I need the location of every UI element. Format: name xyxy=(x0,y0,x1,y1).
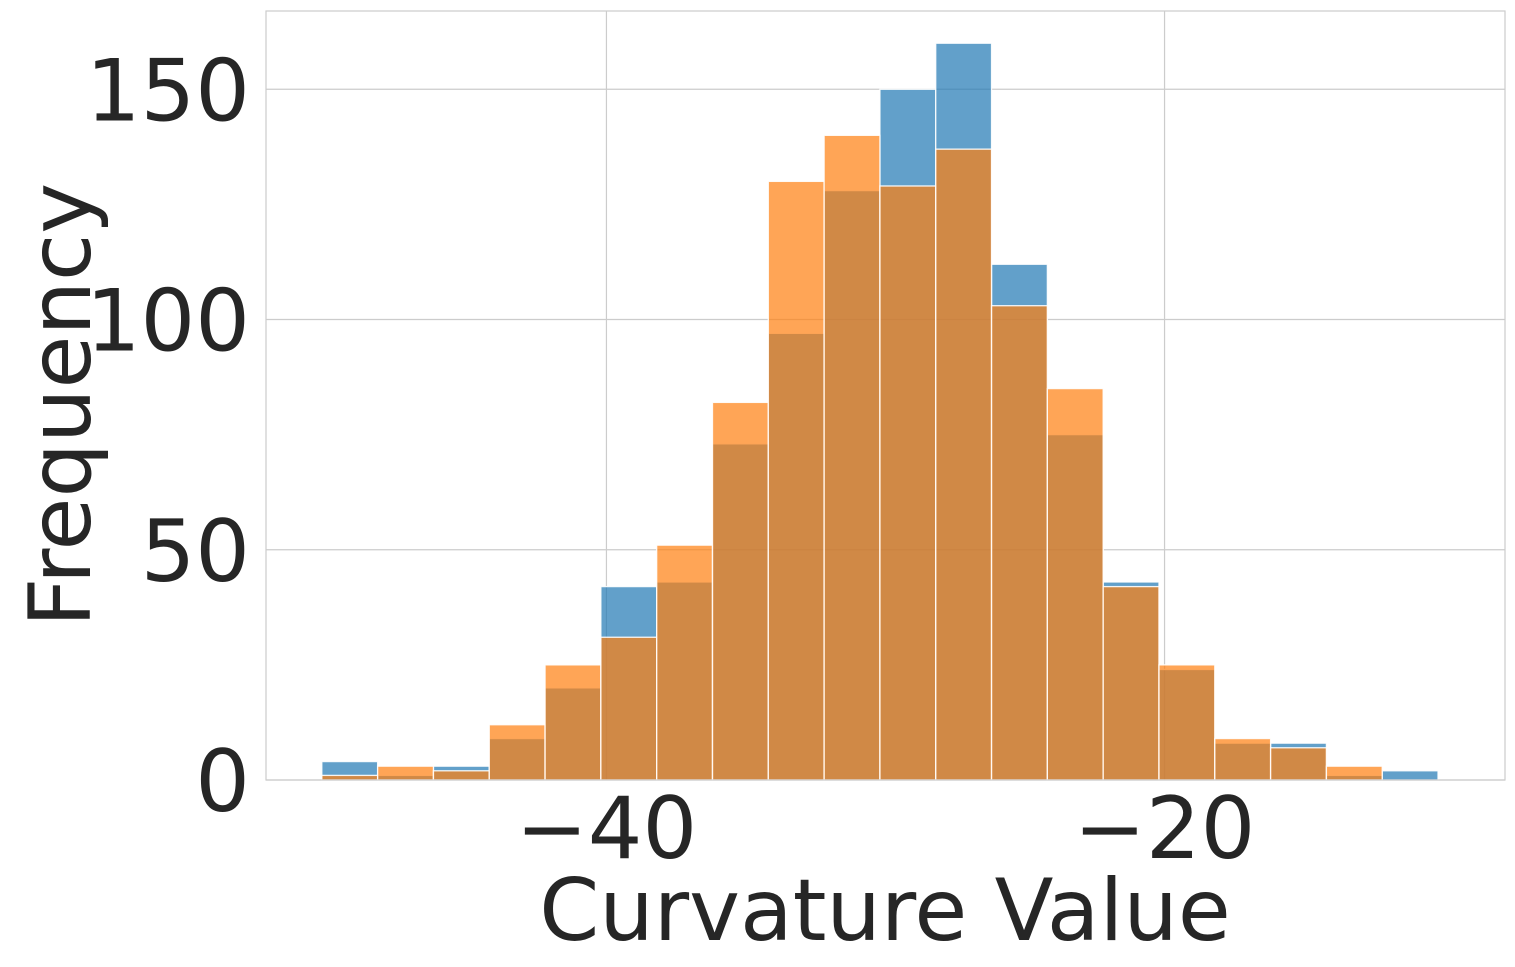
bar xyxy=(767,180,825,781)
bar xyxy=(376,765,435,781)
bar xyxy=(600,636,658,781)
bar xyxy=(1381,770,1439,781)
bar xyxy=(935,148,993,781)
bar xyxy=(1325,765,1383,781)
x-tick-label: −20 xyxy=(1074,779,1256,879)
y-axis-label: Frequency xyxy=(11,183,111,627)
bar xyxy=(990,305,1049,781)
bars xyxy=(321,42,1439,781)
bar xyxy=(1158,664,1216,781)
bar xyxy=(656,544,714,781)
x-axis-label: Curvature Value xyxy=(539,861,1231,961)
y-tick-labels: 0 50 100 150 xyxy=(86,41,250,832)
y-tick-label: 50 xyxy=(141,502,250,602)
y-tick-label: 0 xyxy=(195,732,250,832)
bar xyxy=(823,134,881,781)
bar xyxy=(1046,387,1104,781)
bar xyxy=(321,774,379,781)
bar xyxy=(432,770,490,781)
bar xyxy=(1102,585,1160,781)
bar xyxy=(1269,747,1328,781)
y-tick-label: 100 xyxy=(86,272,250,372)
y-tick-label: 150 xyxy=(86,41,250,141)
bar xyxy=(711,401,769,781)
bar xyxy=(1214,737,1272,781)
x-tick-labels: −40 −20 xyxy=(516,779,1256,879)
plot-frame xyxy=(265,10,1506,781)
bar xyxy=(488,724,546,781)
bar xyxy=(544,664,602,781)
series-2 xyxy=(321,134,1383,781)
x-tick-label: −40 xyxy=(516,779,698,879)
bar xyxy=(879,185,937,781)
